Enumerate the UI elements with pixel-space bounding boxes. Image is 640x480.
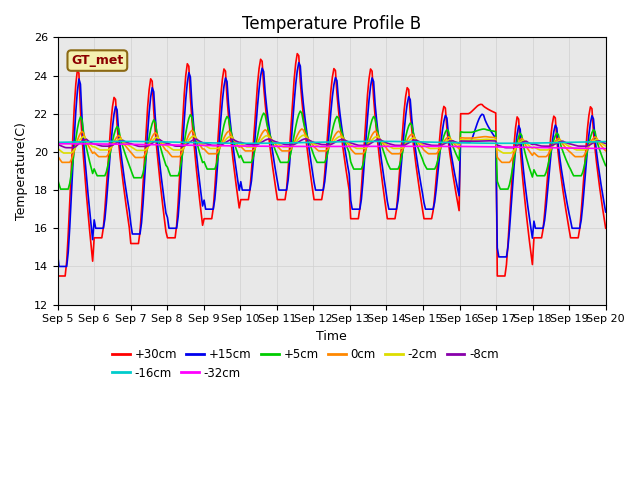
Line: +30cm: +30cm [58,54,605,276]
-32cm [572,145,579,151]
+15cm [246,187,253,193]
+5cm [122,154,130,160]
-8cm [219,142,227,147]
-8cm [303,136,310,142]
-32cm [236,143,243,149]
+5cm [296,108,304,114]
-2cm [237,141,244,146]
+30cm [293,51,301,57]
X-axis label: Time: Time [316,330,347,343]
-2cm [602,143,609,149]
+15cm [122,189,130,194]
-2cm [60,150,67,156]
+30cm [217,92,225,98]
Line: -16cm: -16cm [58,142,605,144]
+15cm [296,63,304,69]
-2cm [300,132,307,138]
+15cm [237,179,244,184]
-8cm [295,139,303,144]
-8cm [602,141,609,146]
-32cm [121,142,129,147]
+5cm [219,130,227,135]
+15cm [55,264,63,269]
+30cm [295,53,303,59]
+15cm [219,97,227,103]
Legend: -16cm, -32cm: -16cm, -32cm [108,362,245,384]
Line: 0cm: 0cm [58,129,605,162]
-8cm [574,143,582,149]
Title: Temperature Profile B: Temperature Profile B [242,15,421,33]
+30cm [121,192,129,198]
-16cm [574,139,582,145]
+15cm [574,226,582,231]
+30cm [573,235,580,240]
-16cm [602,139,609,144]
+5cm [574,173,582,179]
0cm [237,144,244,149]
-16cm [219,140,227,146]
-16cm [122,139,130,144]
-32cm [602,145,609,151]
+15cm [602,209,609,215]
0cm [574,154,582,159]
+5cm [237,153,244,158]
-16cm [54,140,61,145]
+30cm [54,273,61,279]
+15cm [54,251,61,256]
-16cm [295,140,303,145]
+15cm [295,60,303,65]
0cm [54,153,61,159]
-32cm [54,141,61,147]
+30cm [244,197,252,203]
0cm [219,139,227,144]
-16cm [237,140,244,146]
-8cm [54,142,61,147]
Y-axis label: Temperature(C): Temperature(C) [15,122,28,220]
-8cm [246,142,253,147]
-2cm [574,147,582,153]
Text: GT_met: GT_met [71,54,124,67]
-16cm [501,141,509,146]
+5cm [246,159,253,165]
Line: -32cm: -32cm [58,144,605,148]
-32cm [293,144,301,149]
-2cm [122,141,130,146]
0cm [295,130,303,135]
Line: +5cm: +5cm [58,111,605,189]
+30cm [602,226,609,231]
Line: +15cm: +15cm [58,62,605,266]
-8cm [237,139,244,145]
0cm [246,148,253,154]
-2cm [219,141,227,147]
-8cm [122,139,130,145]
-2cm [246,144,253,150]
-32cm [244,143,252,149]
0cm [298,126,306,132]
-8cm [63,145,70,151]
+5cm [295,111,303,117]
+30cm [236,205,243,211]
-32cm [217,143,225,149]
+5cm [602,163,609,168]
-2cm [54,145,61,151]
-16cm [246,141,253,146]
0cm [63,159,70,165]
-2cm [295,136,303,142]
+5cm [57,186,65,192]
+5cm [54,176,61,182]
0cm [122,144,130,150]
Line: -8cm: -8cm [58,139,605,148]
-16cm [118,139,125,144]
0cm [602,148,609,154]
Line: -2cm: -2cm [58,135,605,153]
